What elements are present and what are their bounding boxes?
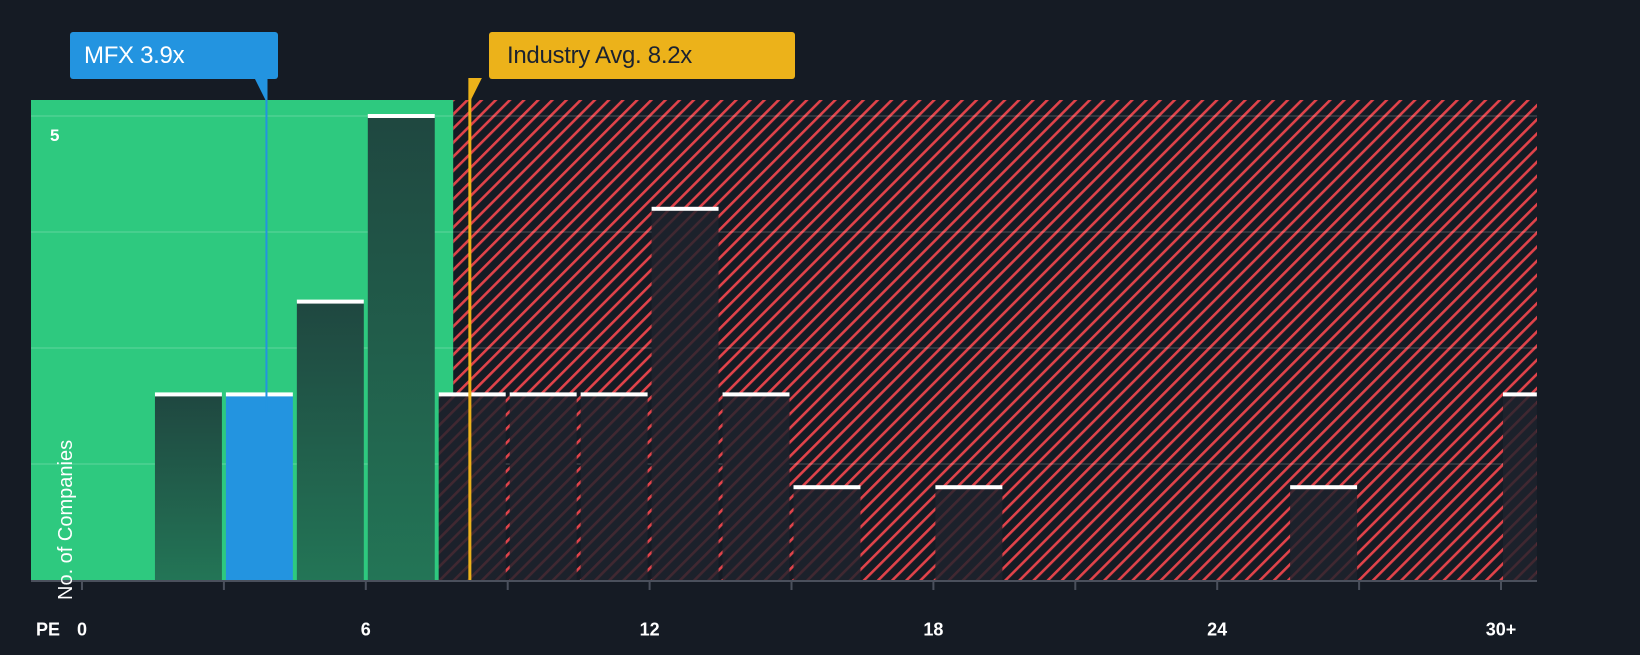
company-pe-callout: MFX 3.9x <box>70 32 278 79</box>
histogram-bar <box>1290 485 1358 580</box>
x-tick-label: 6 <box>360 619 371 640</box>
histogram-bar <box>154 392 222 580</box>
company-callout-pointer <box>254 78 268 104</box>
x-tick-label: 0 <box>76 619 88 640</box>
bar-top-cap <box>438 392 506 397</box>
x-tick-label: 30+ <box>1485 619 1517 640</box>
x-tick-label: 18 <box>923 619 944 640</box>
bar-top-cap <box>651 206 719 211</box>
company-bin-bar <box>225 392 293 580</box>
bar-top-cap <box>367 114 435 118</box>
industry-callout-pointer <box>468 78 482 104</box>
bar-top-cap <box>722 392 790 397</box>
y-tick-5: 5 <box>50 126 60 145</box>
bar-shade <box>580 394 648 580</box>
histogram-bar <box>509 392 577 580</box>
histogram-bar <box>935 485 1003 580</box>
histogram-bar <box>296 299 364 580</box>
histogram-bar <box>438 392 506 580</box>
bar-body <box>154 394 222 580</box>
bar-body <box>367 116 435 580</box>
histogram-bar <box>722 392 790 580</box>
x-tick-label: 24 <box>1207 619 1228 640</box>
histogram-bar <box>580 392 648 580</box>
bar-top-cap <box>793 485 861 490</box>
x-tick-label: 12 <box>639 619 660 640</box>
bar-shade <box>935 487 1003 580</box>
histogram-bar <box>1503 392 1537 580</box>
bar-shade <box>651 208 719 581</box>
bar-shade <box>509 394 577 580</box>
x-axis-prefix: PE <box>36 619 61 640</box>
histogram-bar <box>651 206 719 581</box>
bar-top-cap <box>1503 392 1537 397</box>
bar-shade <box>1503 394 1537 580</box>
bar-shade <box>793 487 861 580</box>
industry-avg-callout: Industry Avg. 8.2x <box>489 32 795 79</box>
bar-shade <box>438 394 506 580</box>
bar-top-cap <box>580 392 648 397</box>
bar-top-cap <box>296 299 364 304</box>
bar-top-cap <box>154 392 222 397</box>
industry-avg-label: Industry Avg. 8.2x <box>507 42 692 69</box>
histogram-bar <box>793 485 861 580</box>
bar-body <box>225 394 293 580</box>
bar-shade <box>722 394 790 580</box>
y-axis-label: No. of Companies <box>55 439 77 600</box>
bar-top-cap <box>509 392 577 397</box>
bar-body <box>296 301 364 580</box>
bar-top-cap <box>935 485 1003 490</box>
bar-top-cap <box>225 392 293 397</box>
company-pe-label: MFX 3.9x <box>84 42 185 69</box>
histogram-bar <box>367 114 435 580</box>
bar-shade <box>1290 487 1358 580</box>
bar-top-cap <box>1290 485 1358 490</box>
